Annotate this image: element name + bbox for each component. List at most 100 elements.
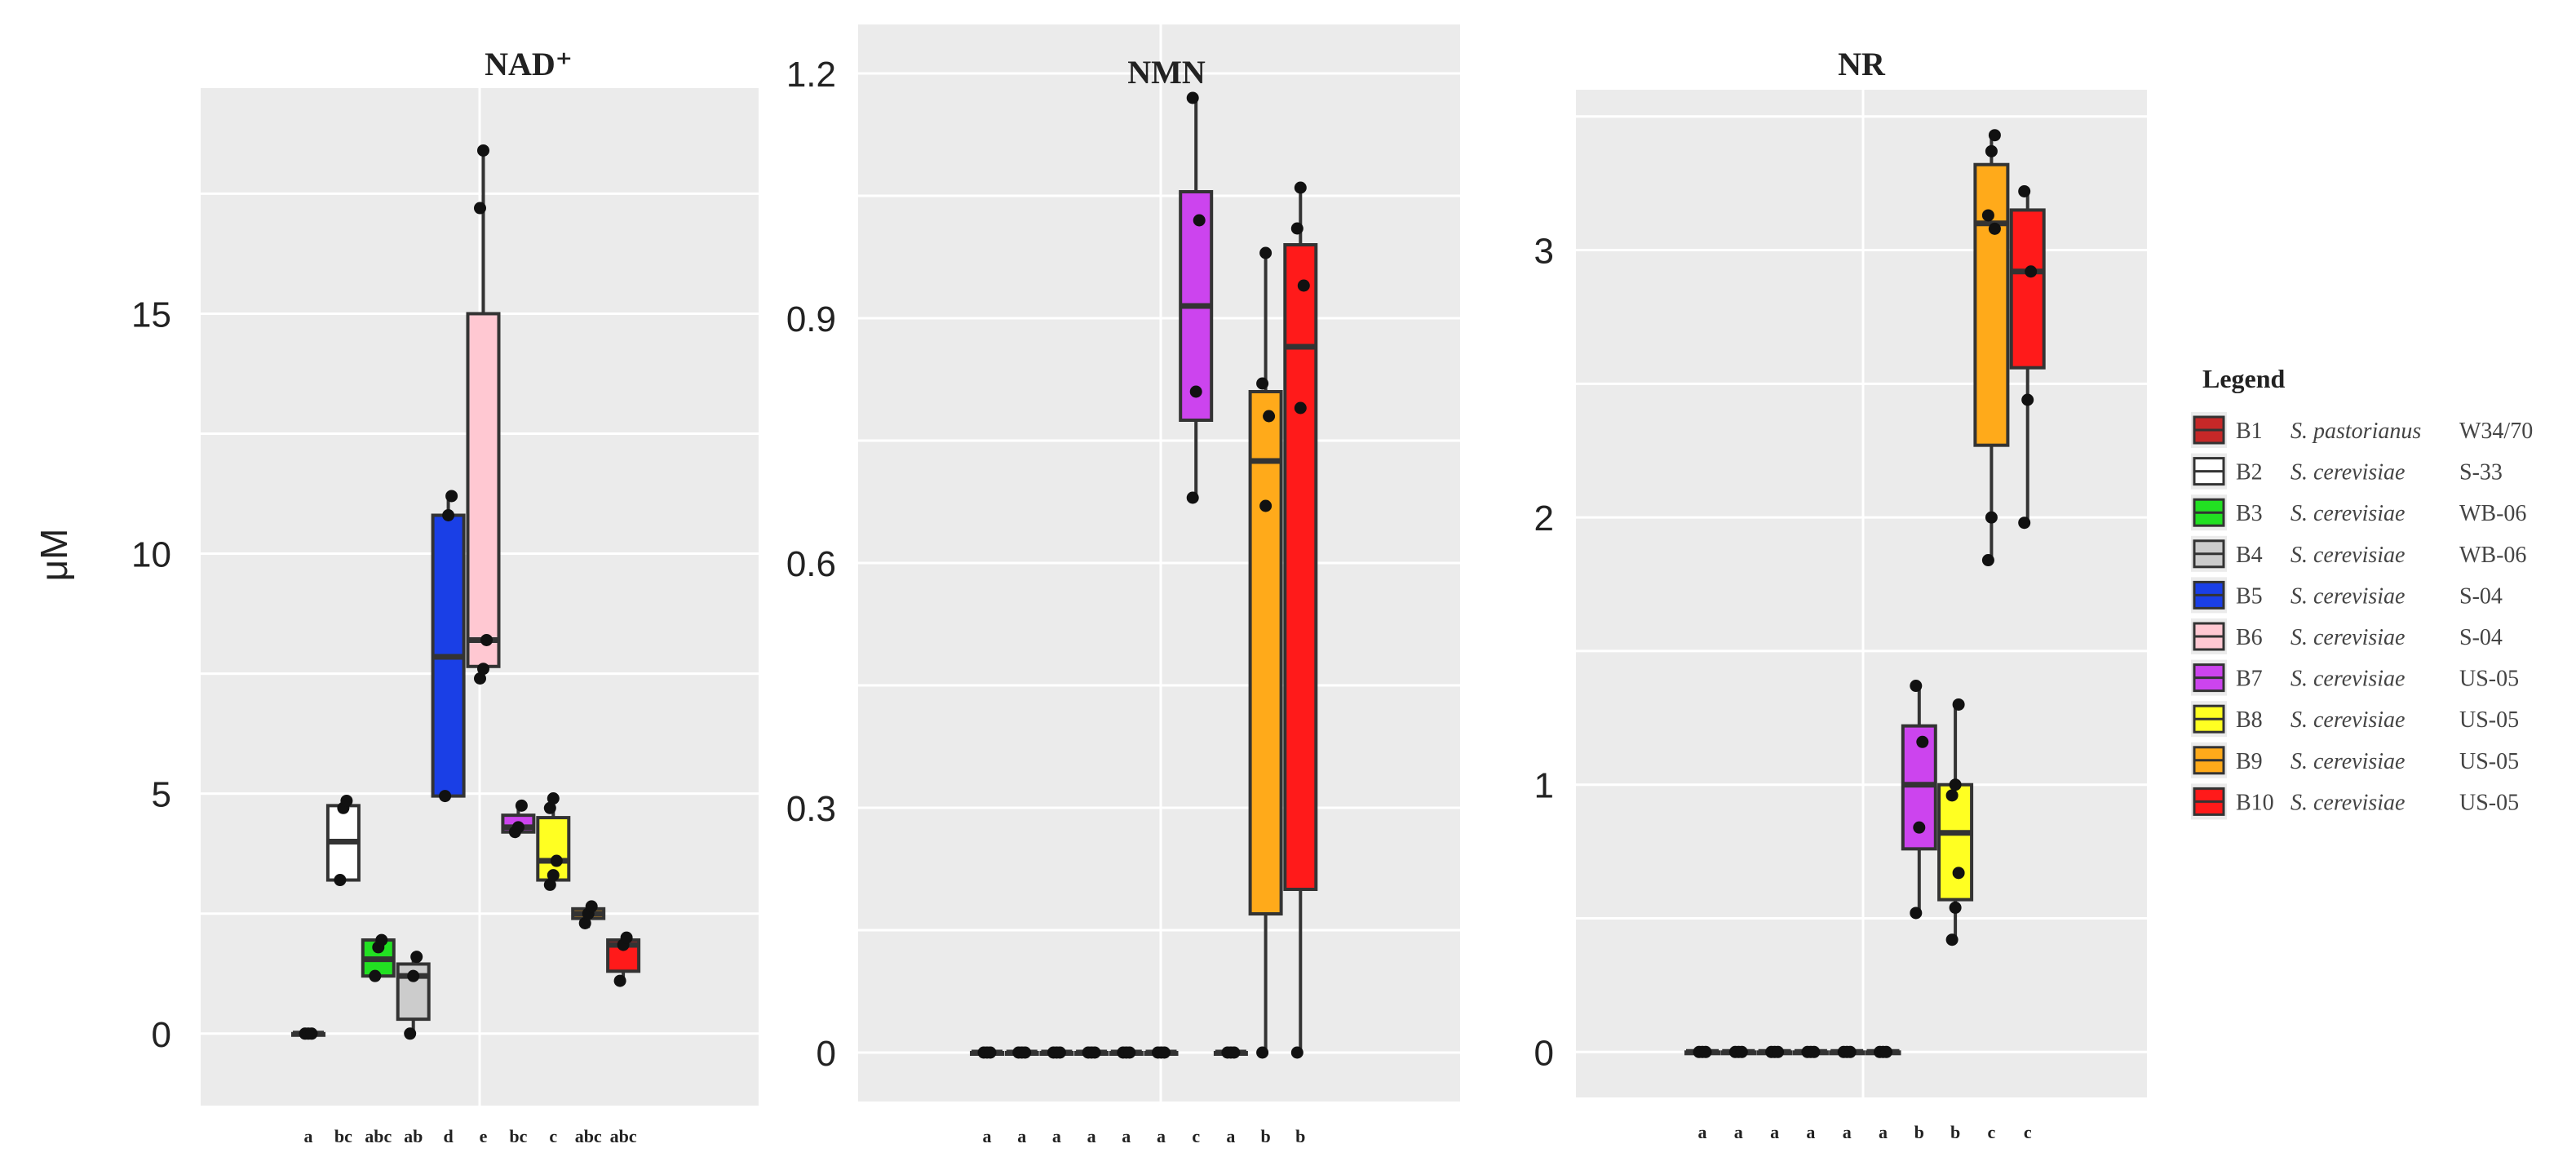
box-B1 — [970, 1046, 1004, 1059]
legend-strain: US-05 — [2459, 667, 2519, 692]
legend-item-B5: B5 S. cerevisiae S-04 — [2191, 577, 2503, 614]
panel-2: 0 0.3 0.6 0.9 1.2 NMN a a a a a a c a b b — [786, 24, 1460, 1146]
legend-item-B2: B2 S. cerevisiae S-33 — [2191, 453, 2503, 490]
legend-code: B2 — [2236, 460, 2263, 485]
legend-strain: W34/70 — [2459, 419, 2533, 444]
data-point — [1256, 377, 1269, 390]
significance-label: a — [1734, 1122, 1743, 1142]
data-point — [2021, 393, 2034, 406]
data-point — [1290, 222, 1303, 235]
data-point — [547, 792, 560, 805]
y-tick-label: 0 — [1534, 1033, 1554, 1073]
y-tick-label: 0.9 — [786, 299, 836, 339]
legend-species: S. cerevisiae — [2291, 543, 2405, 568]
box-B5 — [1829, 1045, 1866, 1058]
data-point — [1985, 144, 1998, 157]
box-B3 — [1756, 1045, 1793, 1058]
data-point — [2025, 265, 2038, 278]
box-body — [1248, 390, 1283, 915]
legend-items: B1 S. pastorianus W34/70 B2 S. cerevisiae S-3… — [2191, 412, 2533, 820]
data-point — [620, 931, 633, 944]
data-point — [1256, 1046, 1269, 1059]
box-body — [2009, 208, 2046, 370]
legend-species: S. cerevisiae — [2291, 790, 2405, 815]
legend-item-B9: B9 S. cerevisiae US-05 — [2191, 742, 2519, 778]
legend: Legend B1 S. pastorianus W34/70 B2 S. cerevi… — [2191, 364, 2533, 820]
significance-label: a — [1226, 1126, 1235, 1146]
legend-code: B8 — [2236, 707, 2263, 733]
box-B8 — [536, 792, 571, 891]
significance-label: a — [1052, 1126, 1061, 1146]
box-B10 — [606, 931, 641, 987]
legend-strain: S-04 — [2459, 625, 2503, 650]
significance-label: d — [443, 1126, 453, 1146]
legend-code: B10 — [2236, 790, 2274, 815]
data-point — [550, 854, 563, 867]
y-tick-label: 15 — [131, 295, 171, 335]
data-point — [1949, 778, 1962, 791]
data-point — [1290, 1046, 1303, 1059]
data-point — [474, 202, 486, 215]
legend-item-B7: B7 S. cerevisiae US-05 — [2191, 659, 2519, 696]
y-tick-label: 10 — [131, 535, 171, 575]
y-tick-label: 1 — [1534, 766, 1554, 806]
box-B6 — [1144, 1046, 1179, 1059]
legend-strain: US-05 — [2459, 749, 2519, 774]
panel-title: NR — [1838, 46, 1886, 82]
data-point — [407, 969, 420, 982]
significance-label: a — [1843, 1122, 1852, 1142]
legend-item-B4: B4 S. cerevisiae WB-06 — [2191, 535, 2526, 572]
legend-strain: WB-06 — [2459, 543, 2526, 568]
legend-code: B5 — [2236, 583, 2263, 609]
legend-species: S. cerevisiae — [2291, 749, 2405, 774]
data-point — [1910, 680, 1923, 693]
data-point — [613, 974, 626, 987]
legend-strain: S-33 — [2459, 460, 2503, 485]
legend-item-B3: B3 S. cerevisiae WB-06 — [2191, 494, 2526, 531]
panel-title: NAD⁺ — [485, 46, 573, 82]
data-point — [1913, 821, 1926, 834]
legend-species: S. cerevisiae — [2291, 583, 2405, 609]
y-tick-label: 0.3 — [786, 789, 836, 829]
box-B3 — [361, 933, 396, 982]
y-tick-label: 0.6 — [786, 544, 836, 584]
data-point — [1735, 1045, 1748, 1058]
significance-label: a — [1879, 1122, 1888, 1142]
legend-code: B6 — [2236, 625, 2263, 650]
panel-title: NMN — [1127, 54, 1206, 91]
box-B1 — [1684, 1045, 1720, 1058]
significance-label: a — [1698, 1122, 1707, 1142]
box-B3 — [1039, 1046, 1074, 1059]
box-B2 — [325, 794, 361, 887]
data-point — [334, 874, 347, 887]
box-B1 — [291, 1027, 325, 1040]
data-point — [1945, 933, 1959, 946]
data-point — [1259, 499, 1273, 512]
data-point — [477, 663, 489, 676]
panel-3: 0 1 2 3 NR a a a a a a b b c c — [1534, 46, 2147, 1142]
significance-label: ab — [404, 1126, 423, 1146]
box-body — [1937, 782, 1974, 902]
box-body — [1283, 243, 1318, 891]
box-B5 — [431, 490, 466, 803]
data-point — [1880, 1045, 1892, 1058]
data-point — [1189, 385, 1202, 398]
significance-label: a — [304, 1126, 313, 1146]
data-point — [578, 916, 591, 929]
data-point — [1981, 554, 1994, 567]
data-point — [375, 933, 388, 946]
significance-label: c — [2024, 1122, 2032, 1142]
y-tick-label: 0 — [817, 1034, 836, 1074]
box-B10 — [2009, 184, 2046, 530]
data-point — [340, 794, 353, 807]
significance-label: c — [549, 1126, 557, 1146]
box-B6 — [466, 144, 501, 685]
legend-species: S. cerevisiae — [2291, 501, 2405, 526]
significance-label: c — [1192, 1126, 1200, 1146]
data-point — [1945, 789, 1959, 802]
significance-label: a — [983, 1126, 992, 1146]
y-tick-label: 1.2 — [786, 55, 836, 95]
